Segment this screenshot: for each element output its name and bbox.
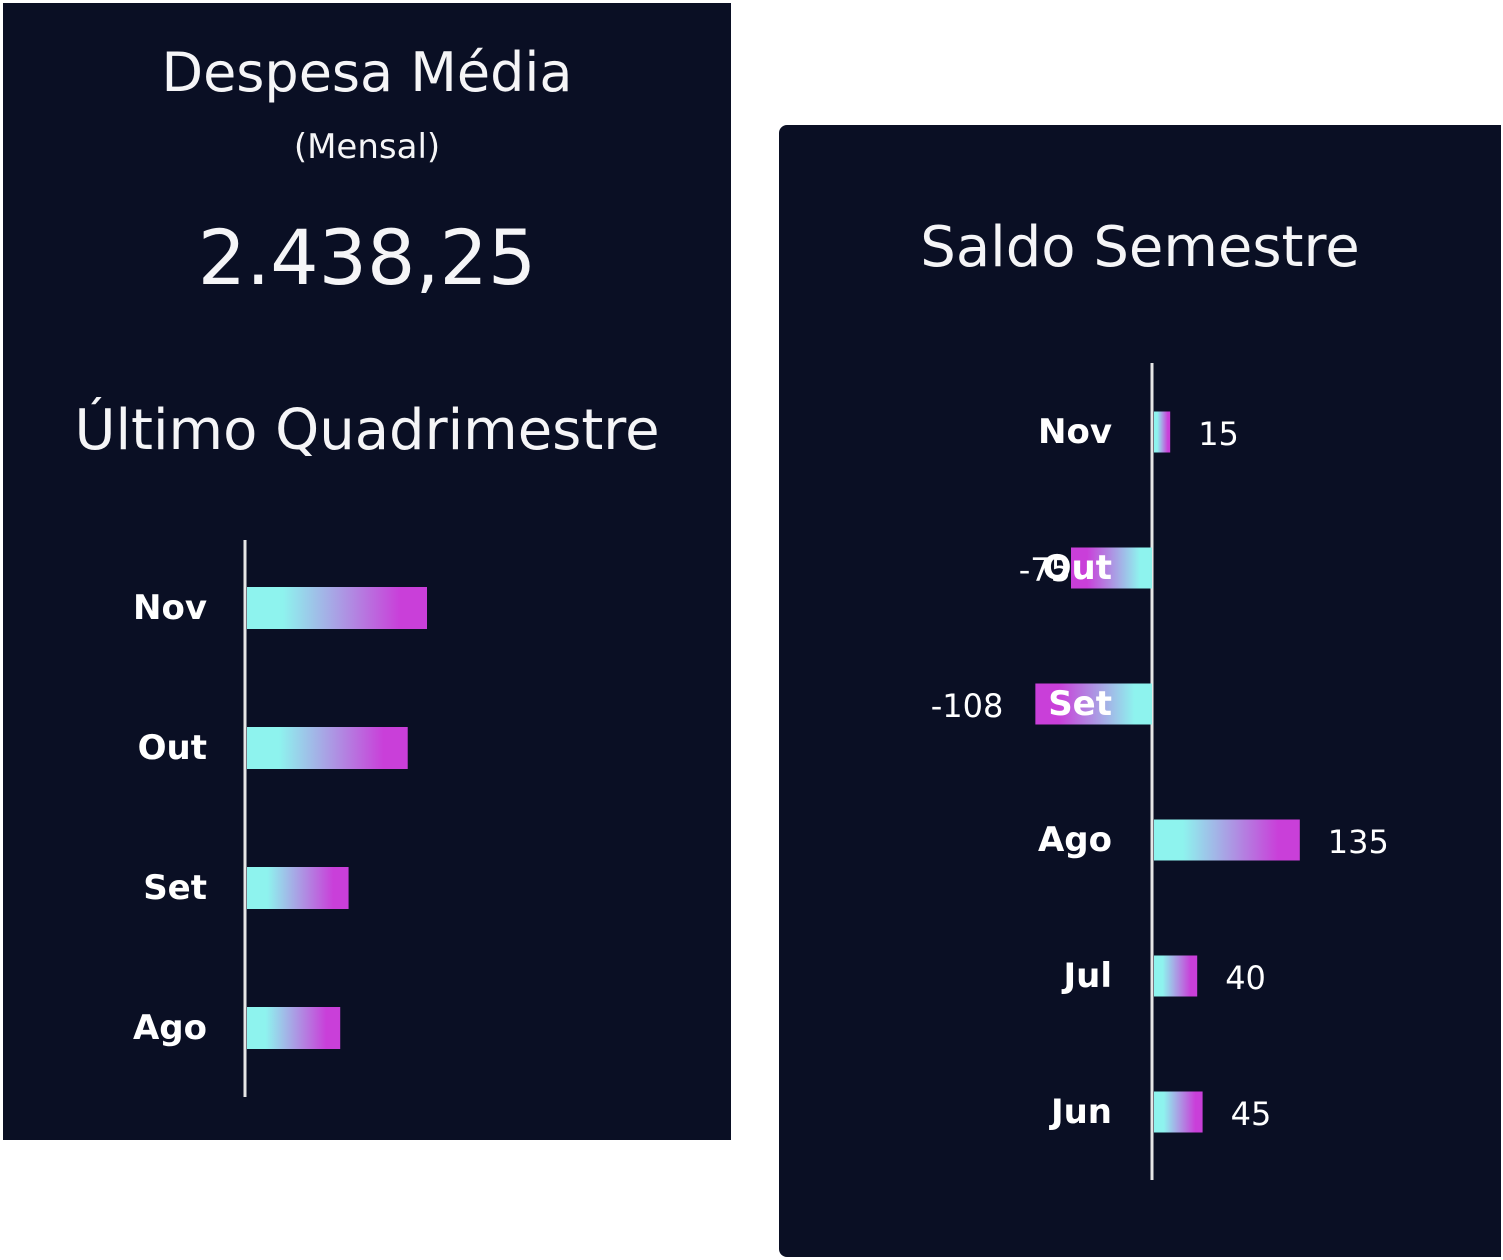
bar-jun	[1154, 1091, 1203, 1133]
category-label-ago: Ago	[1038, 820, 1112, 860]
bar-nov	[1154, 411, 1171, 453]
category-label-set: Set	[143, 868, 207, 908]
category-label-out: Out	[1043, 548, 1112, 588]
bar-ago	[1154, 819, 1300, 861]
panel-title: Despesa Média	[161, 41, 573, 104]
average-expense-value: 2.438,25	[197, 213, 537, 302]
panel-subtitle: (Mensal)	[293, 127, 441, 167]
data-label-ago: 135	[1328, 823, 1389, 861]
category-label-set: Set	[1048, 684, 1112, 724]
category-label-nov: Nov	[133, 588, 207, 628]
data-label-jun: 45	[1231, 1095, 1272, 1133]
bar-ago	[247, 1007, 341, 1049]
data-label-out: -75	[1019, 551, 1071, 589]
bar-set	[247, 867, 349, 909]
bar-nov	[247, 587, 427, 629]
category-label-jun: Jun	[1049, 1092, 1112, 1132]
quadrimestre-chart-title: Último Quadrimestre	[74, 398, 660, 463]
category-label-nov: Nov	[1038, 412, 1112, 452]
despesa-media-panel: Despesa Média (Mensal) 2.438,25 Último Q…	[3, 3, 731, 1140]
bar-out	[1071, 547, 1152, 589]
bar-jul	[1154, 955, 1198, 997]
bar-set	[1035, 683, 1152, 725]
data-label-nov: 15	[1198, 415, 1239, 453]
semestre-bar-chart: Nov 15 Out-75 Set -108 Ago 135 Jul 40 Jun 45	[931, 363, 1389, 1180]
semestre-chart-title: Saldo Semestre	[920, 215, 1360, 280]
quadrimestre-bar-chart: Nov Out Set Ago	[133, 540, 427, 1097]
saldo-semestre-panel: Saldo Semestre Nov 15 Out -75 Set -108 Ago 135 J…	[779, 125, 1501, 1257]
category-label-ago: Ago	[133, 1008, 207, 1048]
bar-out	[247, 727, 408, 769]
data-label-set: -108	[931, 687, 1004, 725]
data-label-jul: 40	[1225, 959, 1266, 997]
category-label-jul: Jul	[1061, 956, 1112, 996]
category-label-out: Out	[138, 728, 207, 768]
